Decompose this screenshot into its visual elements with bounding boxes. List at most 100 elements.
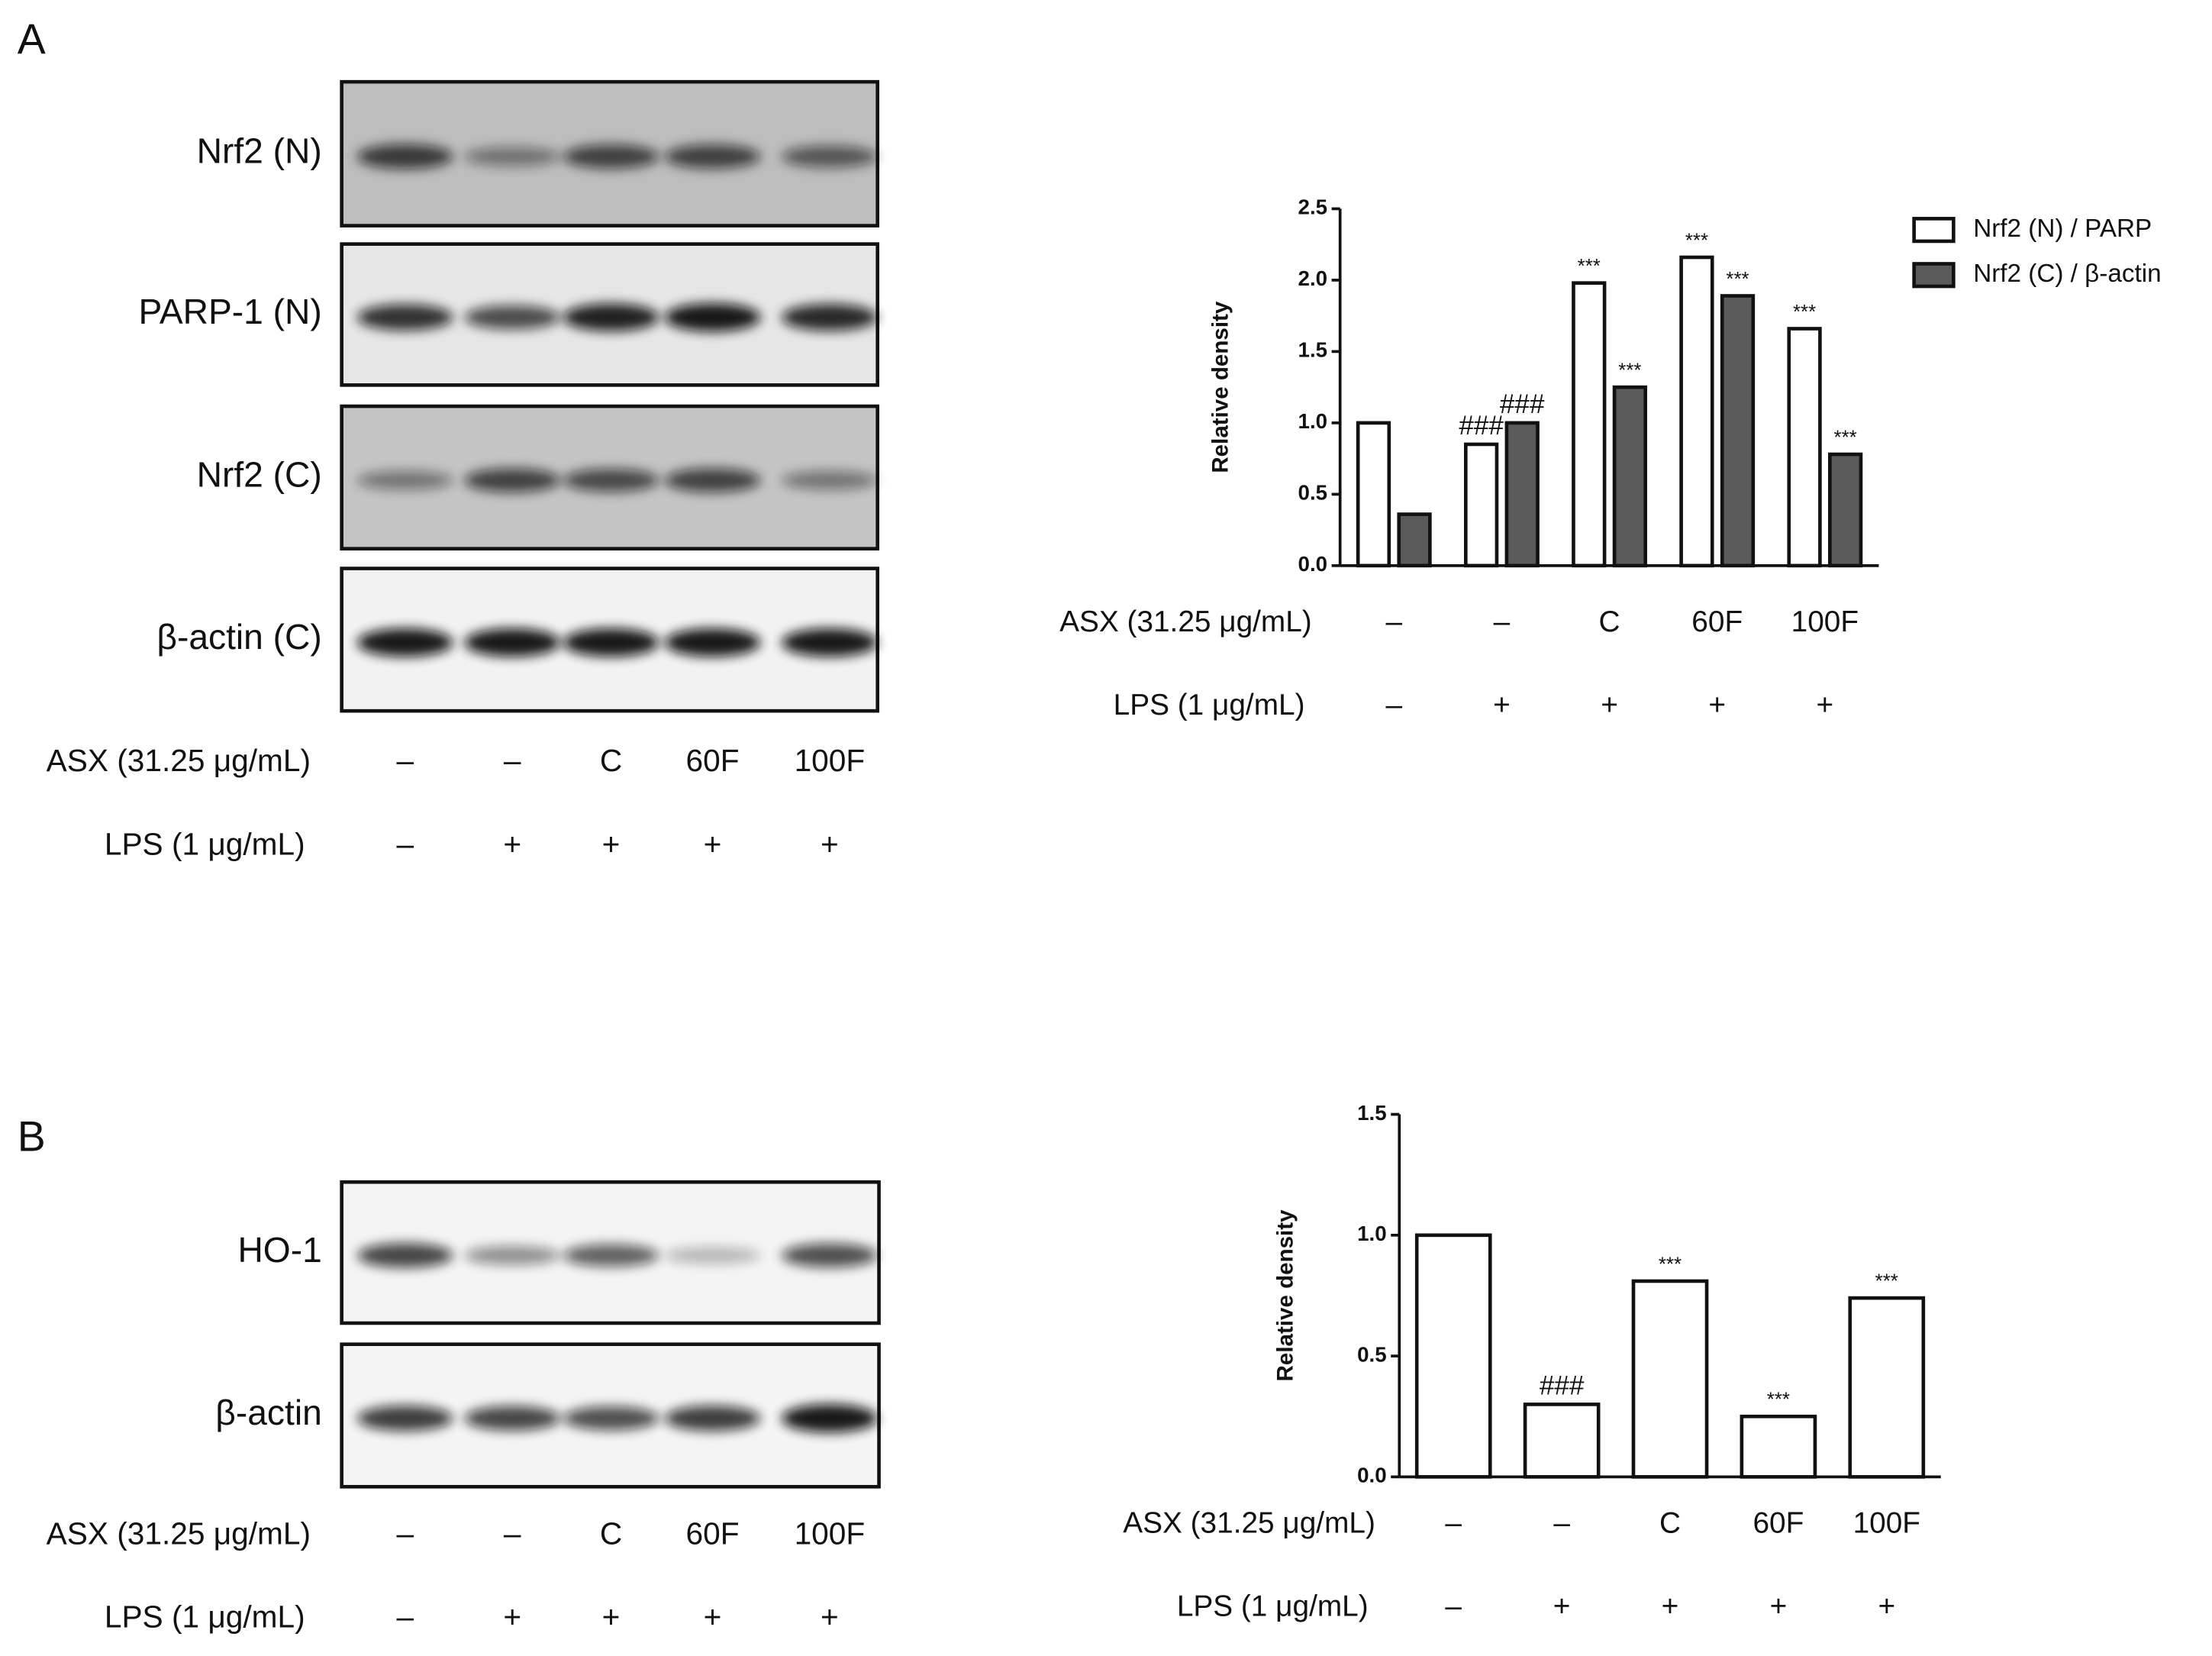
treatment-label: + [503, 1600, 521, 1635]
blot-band [464, 147, 561, 166]
x-tick-label: + [1817, 689, 1834, 721]
x-tick-label: – [1553, 1506, 1570, 1539]
x-tick-label: + [1708, 689, 1726, 721]
x-tick-label: C [1659, 1506, 1681, 1539]
blot-band [782, 628, 878, 657]
x-category-title: ASX (31.25 μg/mL) [1123, 1506, 1375, 1539]
treatment-label: + [704, 826, 722, 861]
x-tick-label: C [1599, 605, 1620, 638]
x-tick-label: + [1878, 1590, 1895, 1622]
x-category-title: LPS (1 μg/mL) [1177, 1590, 1369, 1622]
bar [1679, 255, 1714, 568]
bar [1720, 294, 1756, 568]
blot-band [563, 1244, 659, 1267]
significance-label: *** [1726, 269, 1749, 290]
blot-band [356, 1406, 453, 1432]
bar [1356, 421, 1391, 568]
panel-label: A [18, 15, 46, 63]
y-tick-label: 0.5 [1357, 1342, 1387, 1366]
significance-label: ### [1500, 389, 1545, 419]
y-axis-label: Relative density [1208, 301, 1233, 473]
treatment-label: 100F [795, 1516, 866, 1551]
x-tick-label: + [1662, 1590, 1679, 1622]
treatment-label: C [600, 743, 622, 778]
y-tick-label: 0.0 [1357, 1464, 1387, 1487]
y-axis-label: Relative density [1272, 1209, 1298, 1382]
treatment-label: 100F [795, 743, 866, 778]
y-tick-label: 1.5 [1298, 338, 1328, 362]
treatment-label: + [704, 1600, 722, 1635]
blot-row-label: Nrf2 (C) [197, 455, 322, 495]
treatment-label: C [600, 1516, 622, 1551]
y-tick-label: 0.0 [1298, 552, 1328, 576]
treatment-label: 60F [686, 1516, 740, 1551]
x-tick-label: – [1445, 1506, 1462, 1539]
bar [1848, 1296, 1926, 1479]
blot-band [782, 1404, 878, 1433]
blot-band [356, 470, 453, 490]
bar [1740, 1414, 1817, 1479]
significance-label: *** [1578, 256, 1601, 277]
legend-swatch [1912, 262, 1956, 289]
treatment-title: LPS (1 μg/mL) [105, 826, 305, 861]
y-tick-label: 0.5 [1298, 481, 1328, 505]
blot-row-label: Nrf2 (N) [197, 131, 322, 171]
blot-band [464, 468, 561, 492]
blot-band [664, 144, 761, 169]
bar [1397, 512, 1432, 568]
treatment-label: + [821, 826, 839, 861]
treatment-label: – [396, 1516, 414, 1551]
bar [1828, 452, 1863, 568]
blot-band [782, 1243, 878, 1268]
blot-band [563, 1406, 659, 1431]
x-tick-label: – [1494, 605, 1511, 638]
significance-label: *** [1834, 428, 1857, 449]
x-category-title: LPS (1 μg/mL) [1114, 689, 1305, 721]
treatment-title: ASX (31.25 μg/mL) [47, 1516, 311, 1551]
x-category-title: ASX (31.25 μg/mL) [1059, 605, 1312, 638]
y-tick-label: 1.0 [1298, 409, 1328, 433]
blot-band [664, 303, 761, 332]
treatment-label: 60F [686, 743, 740, 778]
y-tick-label: 1.5 [1357, 1101, 1387, 1125]
y-tick-label: 2.5 [1298, 195, 1328, 219]
blot-band [356, 304, 453, 331]
blot-band [464, 628, 561, 657]
blot-band [563, 628, 659, 657]
blot-band [464, 1406, 561, 1431]
blot-row-label: HO-1 [237, 1230, 321, 1270]
x-tick-label: 60F [1691, 605, 1743, 638]
significance-label: *** [1793, 302, 1816, 323]
bar [1414, 1233, 1492, 1479]
blot-band [664, 468, 761, 492]
significance-label: *** [1767, 1390, 1790, 1411]
bar [1787, 327, 1822, 568]
treatment-title: LPS (1 μg/mL) [105, 1600, 305, 1635]
x-tick-label: + [1553, 1590, 1571, 1622]
treatment-label: + [821, 1600, 839, 1635]
treatment-label: + [602, 826, 621, 861]
treatment-label: – [396, 743, 414, 778]
x-tick-label: 60F [1753, 1506, 1804, 1539]
x-tick-label: – [1385, 605, 1402, 638]
blot-band [356, 628, 453, 657]
blot-band [782, 470, 878, 490]
legend-label: Nrf2 (N) / PARP [1973, 215, 2152, 243]
blot-band [782, 304, 878, 331]
bar [1523, 1403, 1601, 1479]
significance-label: *** [1659, 1254, 1682, 1275]
blot-band [563, 468, 659, 492]
x-tick-label: 100F [1853, 1506, 1920, 1539]
blot-band [664, 1406, 761, 1432]
blot-band [664, 628, 761, 657]
blot-band [464, 305, 561, 330]
panel-label: B [18, 1112, 46, 1160]
treatment-label: – [504, 743, 521, 778]
blot-band [356, 1243, 453, 1268]
significance-label: *** [1875, 1271, 1898, 1293]
significance-label: ### [1459, 411, 1504, 441]
x-tick-label: – [1445, 1590, 1462, 1622]
bar [1612, 385, 1647, 568]
